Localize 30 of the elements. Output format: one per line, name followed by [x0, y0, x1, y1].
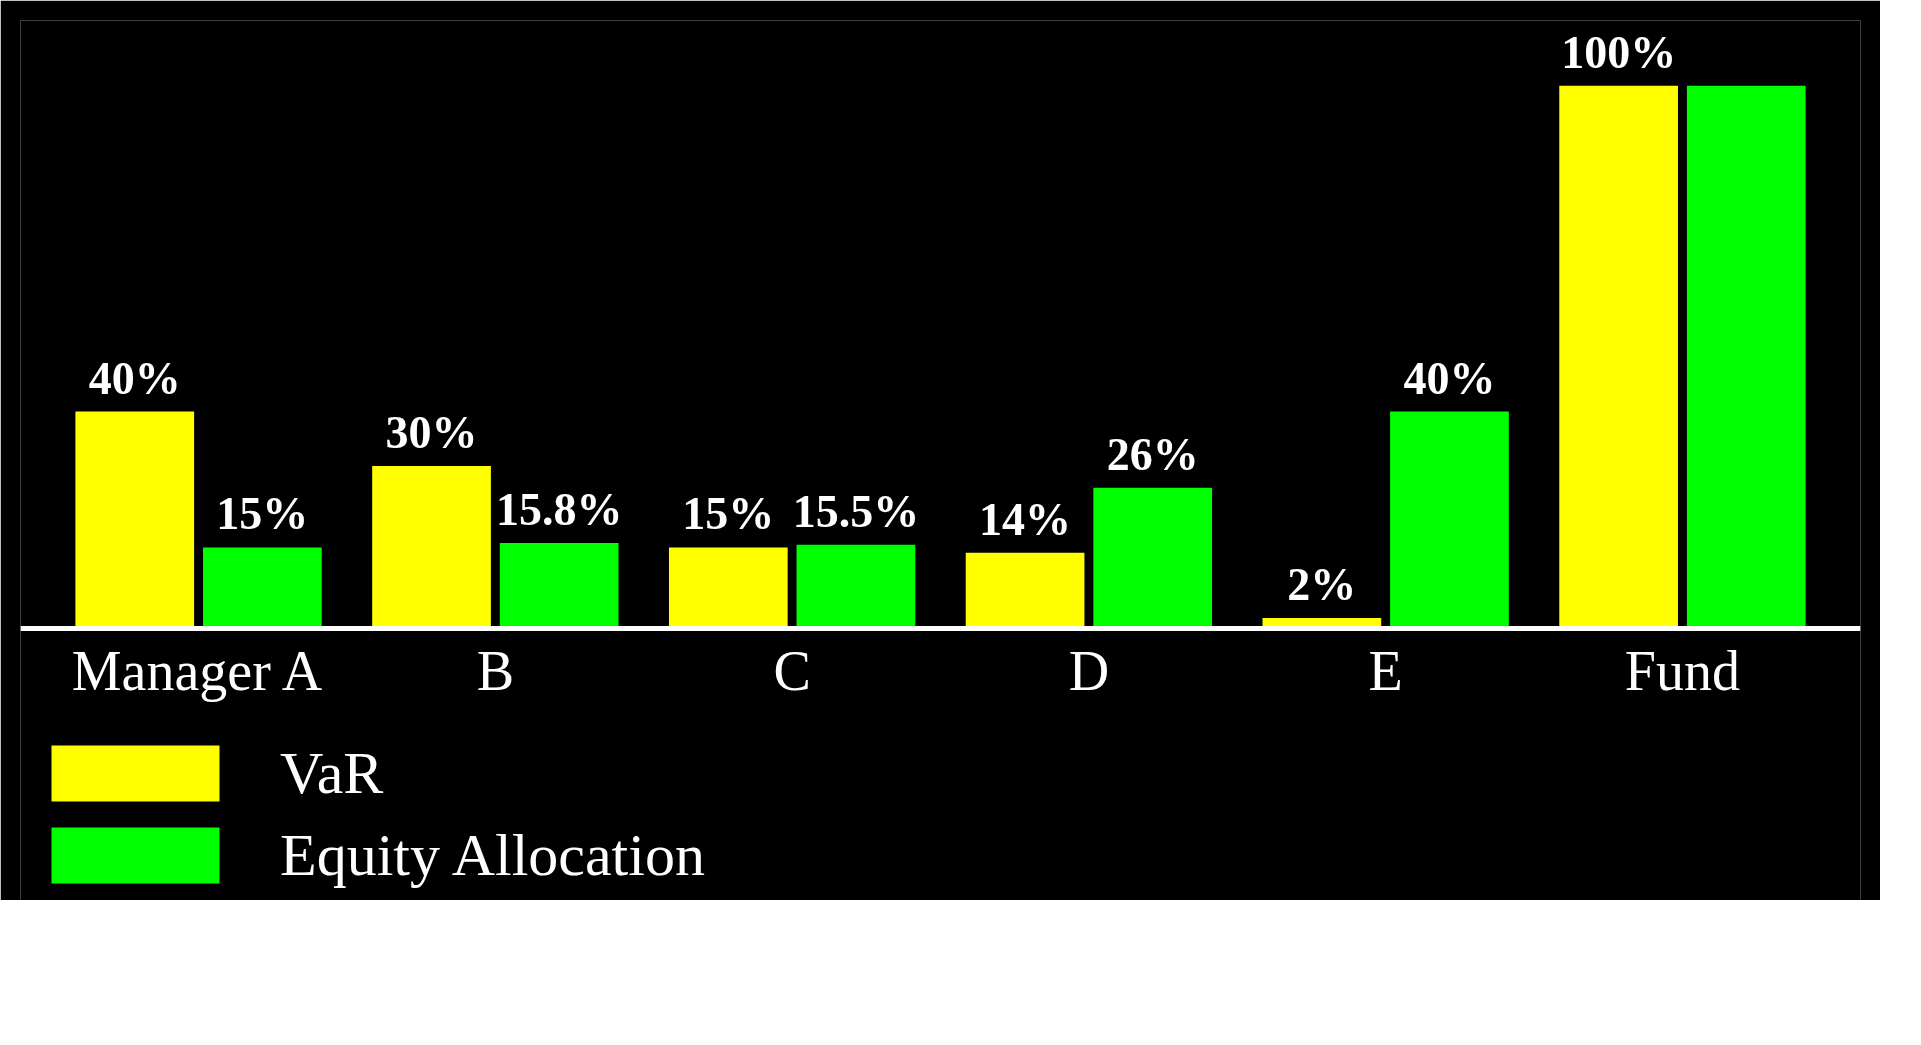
data-label: 100% — [1561, 26, 1677, 78]
legend-label: Equity Allocation — [280, 820, 705, 890]
x-tick-label: B — [476, 639, 515, 702]
bar — [1559, 85, 1678, 629]
data-label: 30% — [385, 406, 478, 458]
data-label: 15.8% — [495, 484, 623, 536]
bar — [1390, 411, 1509, 629]
data-label: 40% — [1403, 352, 1496, 404]
data-label: 15.5% — [792, 485, 920, 537]
x-tick-label: C — [773, 639, 811, 702]
bar — [203, 547, 322, 629]
x-tick-label: E — [1368, 639, 1403, 702]
data-label: 15% — [682, 488, 775, 540]
bar — [1093, 487, 1213, 629]
bar — [965, 552, 1085, 629]
data-label: 26% — [1106, 428, 1199, 480]
bar — [1686, 85, 1806, 629]
bar — [372, 465, 491, 629]
x-tick-label: Manager A — [71, 639, 323, 702]
bar — [796, 544, 916, 629]
x-tick-label: Fund — [1624, 639, 1741, 702]
x-tick-label: D — [1068, 639, 1110, 702]
data-label: 15% — [216, 488, 309, 540]
legend-label: VaR — [280, 738, 384, 808]
data-label: 2% — [1287, 559, 1357, 611]
data-label: 14% — [979, 493, 1072, 545]
bar — [499, 543, 619, 629]
data-label: 40% — [88, 352, 181, 404]
bar — [75, 411, 195, 629]
bar — [668, 547, 788, 629]
